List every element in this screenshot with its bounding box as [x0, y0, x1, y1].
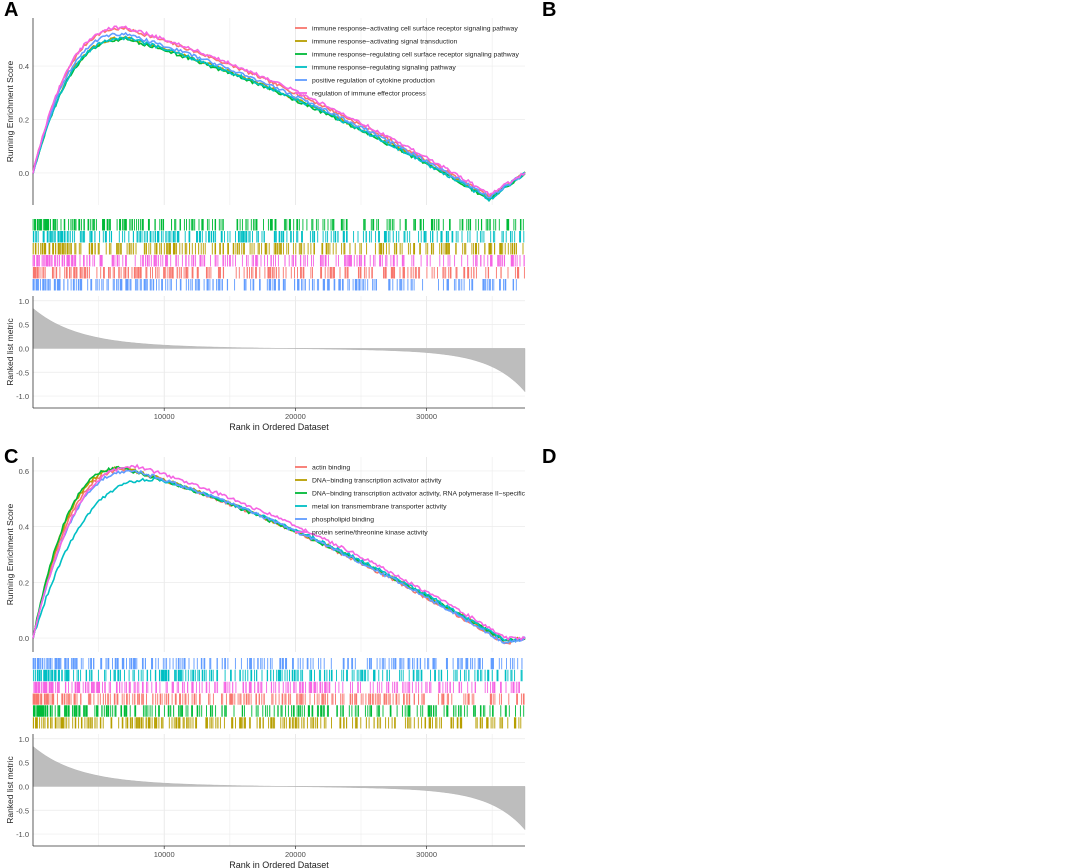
- metric-tick-label: -0.5: [16, 368, 29, 377]
- legend: actin binding DNA−binding transcription a…: [295, 465, 526, 537]
- es-curve-5: [32, 469, 526, 645]
- metric-ylabel: Ranked list metric: [5, 755, 15, 823]
- hit-row-4: [32, 231, 525, 243]
- panel-A: A 0.0 0.2 0.4 Running Enrichment Score immune…: [4, 0, 526, 432]
- panel-letter: B: [542, 0, 556, 21]
- es-curve-4: [32, 35, 526, 202]
- hit-row-2: [32, 717, 522, 729]
- legend: immune response−activating cell surface …: [295, 26, 519, 98]
- hit-row-1: [32, 267, 525, 279]
- es-plot: 0.0 0.2 0.4 0.6 Running Enrichment Score acti…: [5, 457, 526, 652]
- hits-plot: [32, 658, 525, 729]
- x-axis-label: Rank in Ordered Dataset: [229, 860, 329, 868]
- es-curve-6: [32, 463, 526, 642]
- hit-row-3: [32, 219, 524, 231]
- metric-tick-label: -1.0: [16, 392, 29, 401]
- hit-row-6: [33, 681, 520, 693]
- es-curve-4: [32, 477, 526, 643]
- es-curve-5: [32, 31, 526, 199]
- es-plot: 0.0 0.2 0.4 Running Enrichment Score immune …: [5, 18, 526, 205]
- metric-tick-label: 0.5: [19, 759, 29, 768]
- x-tick-label: 20000: [285, 412, 306, 421]
- legend-label: actin binding: [312, 465, 350, 472]
- hit-row-2: [32, 243, 524, 255]
- legend-label: protein serine/threonine kinase activity: [312, 530, 428, 537]
- legend-label: DNA−binding transcription activator acti…: [312, 478, 442, 485]
- metric-ylabel: Ranked list metric: [5, 317, 15, 385]
- metric-tick-label: 1.0: [19, 297, 29, 306]
- metric-tick-label: 0.0: [19, 782, 29, 791]
- metric-tick-label: 0.5: [19, 321, 29, 330]
- panel-letter: C: [4, 446, 18, 468]
- es-tick-label: 0.0: [19, 634, 29, 643]
- es-tick-label: 0.6: [19, 467, 29, 476]
- es-tick-label: 0.2: [19, 116, 29, 125]
- metric-tick-label: -0.5: [16, 806, 29, 815]
- es-ylabel: Running Enrichment Score: [5, 60, 15, 162]
- legend-label: regulation of immune effector process: [312, 91, 426, 98]
- es-curve-6: [32, 25, 526, 197]
- legend-label: DNA−binding transcription activator acti…: [312, 491, 526, 498]
- legend-label: immune response−regulating signaling pat…: [312, 65, 456, 72]
- legend-label: immune response−regulating cell surface …: [312, 52, 519, 59]
- hit-row-5: [32, 279, 517, 291]
- hit-row-3: [32, 705, 525, 717]
- x-tick-label: 30000: [416, 412, 437, 421]
- panel-letter: A: [4, 0, 18, 21]
- es-tick-label: 0.4: [19, 62, 29, 71]
- metric-tick-label: 0.0: [19, 344, 29, 353]
- hit-row-6: [32, 255, 525, 267]
- hit-row-5: [32, 658, 523, 670]
- metric-area: [32, 745, 526, 831]
- x-tick-label: 10000: [154, 850, 175, 859]
- legend-label: immune response−activating signal transd…: [312, 39, 457, 46]
- legend-label: positive regulation of cytokine producti…: [312, 78, 435, 85]
- x-tick-label: 30000: [416, 850, 437, 859]
- panel-letter: D: [542, 446, 556, 468]
- legend-label: immune response−activating cell surface …: [312, 26, 518, 33]
- legend-label: metal ion transmembrane transporter acti…: [312, 504, 447, 511]
- x-tick-label: 20000: [285, 850, 306, 859]
- es-ylabel: Running Enrichment Score: [5, 503, 15, 605]
- hits-plot: [32, 219, 525, 291]
- x-tick-label: 10000: [154, 412, 175, 421]
- metric-tick-label: -1.0: [16, 830, 29, 839]
- es-tick-label: 0.0: [19, 169, 29, 178]
- metric-area: [32, 307, 526, 393]
- panel-C: C 0.0 0.2 0.4 0.6 Running Enrichment Score act…: [4, 446, 526, 868]
- hit-row-1: [32, 693, 525, 705]
- x-axis-label: Rank in Ordered Dataset: [229, 422, 329, 432]
- es-tick-label: 0.2: [19, 578, 29, 587]
- metric-tick-label: 1.0: [19, 735, 29, 744]
- hit-row-4: [32, 669, 523, 682]
- es-tick-label: 0.4: [19, 523, 29, 532]
- legend-label: phospholipid binding: [312, 517, 374, 524]
